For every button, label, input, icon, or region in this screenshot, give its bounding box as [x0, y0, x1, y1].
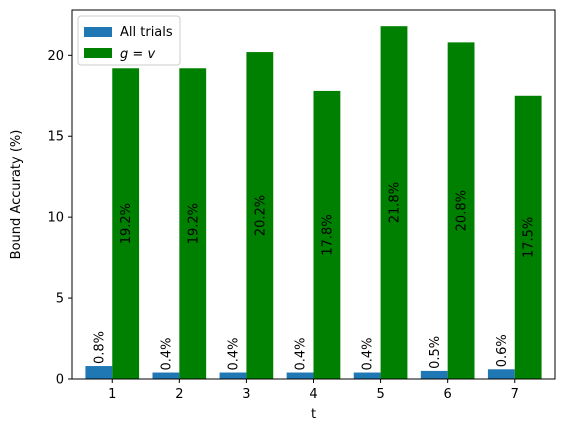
legend-label-v: v	[147, 47, 155, 62]
series-g-equals-v-bars	[112, 26, 542, 380]
bar-all-trials-4	[286, 372, 314, 379]
data-label-g-equals-v-7: 17.5%	[522, 217, 537, 258]
x-axis: 1 2 3 4 5 6 7	[108, 379, 519, 402]
x-tick-label-5: 5	[376, 387, 384, 402]
data-label-all-trials-2: 0.4%	[159, 337, 174, 370]
x-axis-label: t	[311, 407, 316, 422]
data-label-g-equals-v-3: 20.2%	[253, 195, 268, 236]
bar-all-trials-6	[420, 370, 448, 379]
bar-all-trials-1	[85, 366, 113, 379]
bar-g-equals-v-2	[179, 68, 207, 380]
y-tick-label-0: 0	[56, 373, 64, 388]
x-tick-label-4: 4	[309, 387, 317, 402]
data-labels: 0.8% 0.4% 0.4% 0.4% 0.4% 0.5% 0.6% 19.2% 19.2% 20…	[92, 182, 536, 371]
bar-g-equals-v-5	[380, 26, 408, 380]
data-label-all-trials-6: 0.5%	[428, 336, 443, 369]
data-label-all-trials-4: 0.4%	[294, 337, 309, 370]
data-label-g-equals-v-1: 19.2%	[119, 203, 134, 244]
bar-g-equals-v-7	[514, 95, 542, 380]
data-label-g-equals-v-5: 21.8%	[388, 182, 403, 223]
legend-swatch-all-trials	[84, 27, 112, 37]
legend-swatch-g-equals-v	[84, 48, 112, 58]
y-axis: 0 5 10 15 20	[47, 49, 72, 388]
bar-all-trials-3	[219, 372, 247, 379]
data-label-g-equals-v-6: 20.8%	[455, 190, 470, 231]
bar-all-trials-5	[353, 372, 381, 379]
bar-g-equals-v-3	[246, 52, 274, 379]
legend-label-g: g	[120, 47, 128, 62]
bar-all-trials-2	[152, 372, 180, 379]
y-tick-label-20: 20	[47, 49, 64, 64]
data-label-g-equals-v-4: 17.8%	[320, 214, 335, 255]
legend-label-g-equals-v: g = v	[120, 47, 155, 62]
legend-label-all-trials: All trials	[120, 25, 173, 40]
data-label-all-trials-7: 0.6%	[495, 334, 510, 367]
legend: All trials g = v	[77, 15, 181, 66]
x-tick-label-3: 3	[242, 387, 250, 402]
series-all-trials-bars	[85, 366, 515, 379]
data-label-g-equals-v-2: 19.2%	[186, 203, 201, 244]
y-tick-label-15: 15	[47, 130, 64, 145]
x-tick-label-7: 7	[511, 387, 519, 402]
legend-label-equals: =	[128, 47, 147, 62]
data-label-all-trials-3: 0.4%	[227, 337, 242, 370]
bar-g-equals-v-4	[313, 90, 341, 379]
x-tick-label-6: 6	[444, 387, 452, 402]
data-label-all-trials-5: 0.4%	[361, 337, 376, 370]
data-label-all-trials-1: 0.8%	[92, 331, 107, 364]
y-tick-label-10: 10	[47, 211, 64, 226]
x-tick-label-1: 1	[108, 387, 116, 402]
x-tick-label-2: 2	[175, 387, 183, 402]
bar-g-equals-v-6	[447, 42, 475, 380]
bar-g-equals-v-1	[112, 68, 140, 380]
bar-all-trials-7	[487, 369, 515, 379]
y-axis-label: Bound Accuraty (%)	[9, 130, 24, 260]
y-tick-label-5: 5	[56, 292, 64, 307]
